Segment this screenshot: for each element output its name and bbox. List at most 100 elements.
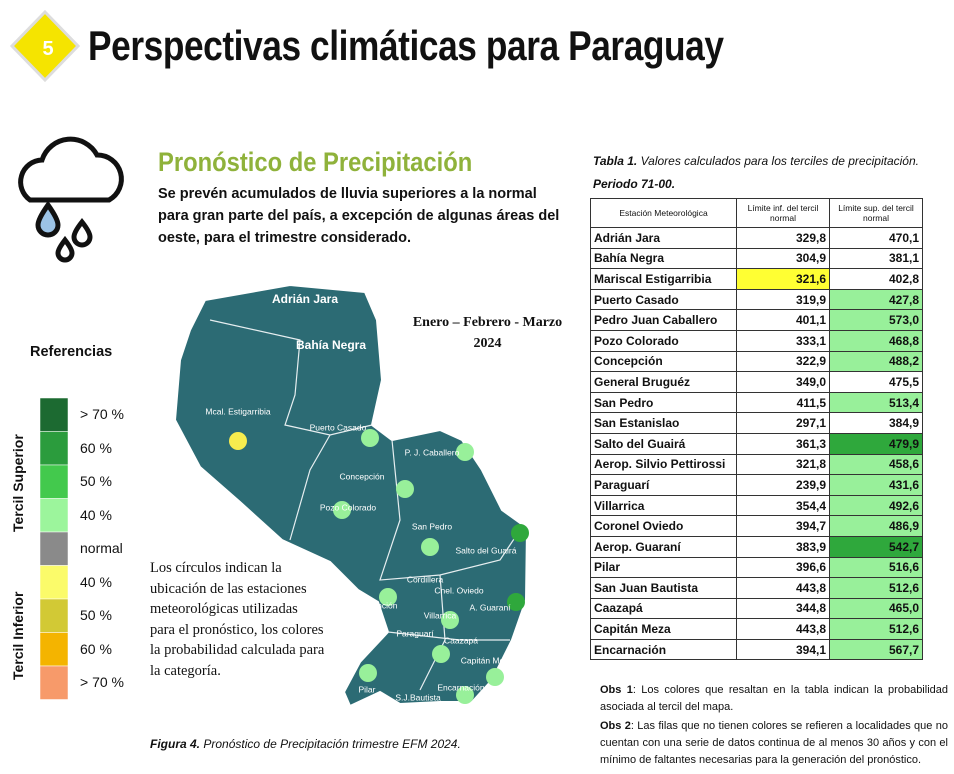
table-row: Mariscal Estigarribia 321,6 402,8 [590, 268, 923, 290]
station-cell: Pozo Colorado [590, 329, 737, 352]
legend-swatch [39, 397, 69, 432]
lower-limit: 321,6 [736, 268, 830, 290]
table-row: General Bruguéz 349,0 475,5 [590, 371, 923, 393]
table-row: Villarrica 354,4 492,6 [590, 494, 923, 517]
upper-limit: 475,5 [829, 371, 923, 393]
station-marker [361, 429, 379, 447]
period-months: Enero – Febrero - Marzo [412, 315, 563, 330]
region-border [419, 574, 446, 691]
note-label: Obs 2 [600, 720, 631, 732]
station-cell: Aerop. Guaraní [590, 535, 737, 558]
caption-label: Tabla 1. [593, 154, 638, 168]
station-marker [333, 501, 351, 519]
table-row: Bahía Negra 304,9 381,1 [590, 247, 923, 270]
upper-limit: 458,6 [829, 453, 923, 476]
upper-limit: 573,0 [829, 309, 923, 331]
station-cell: Villarrica [590, 494, 737, 517]
upper-limit: 488,2 [829, 350, 923, 373]
note-label: Obs 1 [600, 684, 633, 696]
station-marker [456, 686, 474, 704]
lower-limit: 349,0 [736, 371, 830, 393]
table-row: Salto del Guairá 361,3 479,9 [590, 432, 923, 455]
upper-limit: 384,9 [829, 412, 923, 434]
upper-limit: 427,8 [829, 288, 923, 311]
upper-limit: 468,8 [829, 329, 923, 352]
station-cell: Concepción [590, 350, 737, 373]
legend-swatch [39, 665, 69, 700]
legend-group: Tercil Superior [10, 434, 26, 532]
table-row: San Juan Bautista 443,8 512,6 [590, 577, 923, 599]
section-heading: Pronóstico de Precipitación [158, 147, 473, 177]
station-cell: Caazapá [590, 597, 737, 620]
caption-text: Valores calculados para los terciles de … [640, 154, 919, 168]
legend-label: 60 % [80, 439, 112, 456]
station-label: Concepción [340, 471, 385, 481]
station-cell: Adrián Jara [590, 227, 737, 249]
figure-caption: Figura 4. Pronóstico de Precipitación tr… [150, 737, 461, 751]
legend-group: Tercil Inferior [10, 591, 26, 680]
upper-limit: 431,6 [829, 474, 923, 496]
station-cell: Paraguarí [590, 474, 737, 496]
table-row: Capitán Meza 443,8 512,6 [590, 618, 923, 640]
lower-limit: 322,9 [736, 350, 830, 373]
period-year: 2024 [473, 336, 502, 351]
map-note: Los círculos indican la ubicación de las… [150, 560, 325, 679]
station-cell: Capitán Meza [590, 618, 737, 640]
lower-limit: 401,1 [736, 309, 830, 331]
upper-limit: 470,1 [829, 227, 923, 249]
station-cell: Pedro Juan Caballero [590, 309, 737, 331]
legend-label: > 70 % [80, 674, 124, 690]
station-cell: Salto del Guairá [590, 432, 737, 455]
table-row: Puerto Casado 319,9 427,8 [590, 288, 923, 311]
station-cell: San Estanislao [590, 412, 737, 434]
station-label: Cnel. Oviedo [434, 585, 483, 595]
table-row: Concepción 322,9 488,2 [590, 350, 923, 373]
caption-period: Periodo 71-00. [593, 177, 676, 191]
lower-limit: 333,1 [736, 329, 830, 352]
station-label: Adrián Jara [272, 292, 338, 306]
lower-limit: 321,8 [736, 453, 830, 476]
upper-limit: 465,0 [829, 597, 923, 620]
legend-title: Referencias [30, 344, 113, 360]
table-row: Pedro Juan Caballero 401,1 573,0 [590, 309, 923, 331]
station-marker [379, 588, 397, 606]
lower-limit: 344,8 [736, 597, 830, 620]
station-marker [421, 538, 439, 556]
upper-limit: 512,6 [829, 618, 923, 640]
station-label: Mcal. Estigarribia [205, 406, 270, 416]
terciles-table: Estación Meteorológica Límite inf. del t… [590, 198, 923, 661]
legend-label: 60 % [80, 640, 112, 657]
station-label: Cordillera [407, 574, 444, 584]
station-cell: Bahía Negra [590, 247, 737, 270]
legend-label: 50 % [80, 473, 112, 489]
station-marker [456, 443, 474, 461]
upper-limit: 513,4 [829, 391, 923, 414]
legend-label: 40 % [80, 506, 112, 523]
station-marker [396, 480, 414, 498]
station-cell: Aerop. Silvio Pettirossi [590, 453, 737, 476]
caption-text: Pronóstico de Precipitación trimestre EF… [203, 737, 461, 751]
rain-icon [18, 136, 124, 263]
region-border [289, 434, 331, 541]
upper-limit: 479,9 [829, 432, 923, 455]
station-label: Pozo Colorado [320, 502, 377, 512]
lower-limit: 396,6 [736, 556, 830, 579]
upper-limit: 402,8 [829, 268, 923, 290]
station-label: Caazapá [444, 635, 478, 645]
station-marker [511, 524, 529, 542]
station-label: Asunción [363, 600, 398, 610]
station-cell: Puerto Casado [590, 288, 737, 311]
station-label: A. Guaraní [469, 602, 511, 612]
table-row: San Estanislao 297,1 384,9 [590, 412, 923, 434]
map-period: Enero – Febrero - Marzo 2024 [400, 312, 575, 354]
station-cell: San Pedro [590, 391, 737, 414]
station-cell: Pilar [590, 556, 737, 579]
badge-number: 5 [42, 38, 54, 60]
badge [9, 9, 81, 83]
note: Obs 1: Los colores que resaltan en la ta… [600, 684, 948, 713]
station-label: Encarnación [437, 682, 485, 692]
country-shape [173, 283, 529, 708]
lower-limit: 304,9 [736, 247, 830, 270]
station-cell: Encarnación [590, 638, 737, 661]
